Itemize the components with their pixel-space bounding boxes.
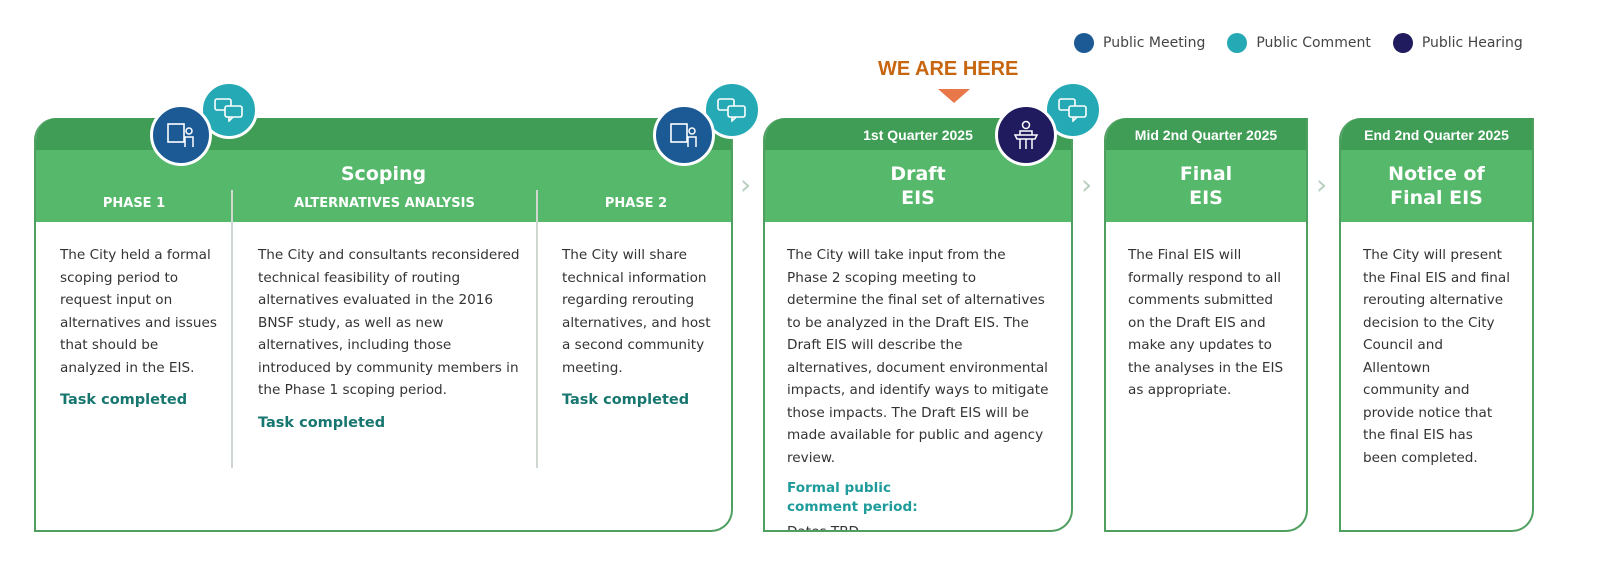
- comment-period-label: Formal public comment period:: [787, 479, 1049, 517]
- chevron-right-icon: ›: [1316, 168, 1328, 201]
- public-hearing-dot-icon: [1392, 33, 1413, 53]
- draft-eis-card: 1st Quarter 2025 Draft EIS The City will …: [763, 118, 1073, 532]
- notice-text: The City will present the Final EIS and …: [1363, 247, 1511, 466]
- public-hearing-icon: [995, 104, 1057, 166]
- public-meeting-icon: [653, 104, 715, 166]
- legend-public-comment: Public Comment: [1227, 33, 1371, 53]
- phase1-heading: PHASE 1: [102, 196, 166, 211]
- chevron-right-icon: ›: [740, 168, 752, 201]
- notice-date: End 2nd Quarter 2025: [1341, 118, 1532, 150]
- final-date: Mid 2nd Quarter 2025: [1106, 118, 1306, 150]
- task-completed-status: Task completed: [562, 392, 690, 408]
- title-line: Final: [1179, 163, 1233, 185]
- chevron-right-icon: ›: [1081, 168, 1093, 201]
- title-line: EIS: [1189, 187, 1223, 209]
- phase1-column: The City held a formal scoping period to…: [60, 244, 220, 412]
- legend: Public Meeting Public Comment Public Hea…: [1074, 33, 1523, 53]
- legend-label: Public Comment: [1256, 35, 1371, 51]
- phase2-column: The City will share technical informatio…: [562, 244, 722, 412]
- task-completed-status: Task completed: [60, 392, 188, 408]
- pointer-arrow-icon: [938, 89, 970, 103]
- final-text: The Final EIS will formally respond to a…: [1128, 247, 1284, 398]
- scoping-header-band: [36, 118, 731, 150]
- phase2-text: The City will share technical informatio…: [562, 247, 711, 376]
- scoping-title: Scoping: [36, 150, 731, 222]
- alternatives-text: The City and consultants reconsidered te…: [258, 247, 520, 398]
- alternatives-column: The City and consultants reconsidered te…: [258, 244, 528, 434]
- final-title: Final EIS: [1106, 150, 1306, 222]
- label-line: comment period:: [787, 499, 918, 515]
- task-completed-status: Task completed: [258, 414, 386, 431]
- divider: [231, 190, 233, 468]
- title-line: Draft: [890, 163, 946, 185]
- legend-public-hearing: Public Hearing: [1392, 33, 1523, 53]
- public-meeting-dot-icon: [1074, 33, 1094, 53]
- public-comment-icon: [1044, 81, 1102, 139]
- title-line: EIS: [901, 187, 935, 209]
- title-line: Notice of: [1388, 163, 1485, 185]
- we-are-here-label: WE ARE HERE: [878, 58, 1019, 80]
- phase1-text: The City held a formal scoping period to…: [60, 247, 217, 376]
- legend-label: Public Hearing: [1421, 35, 1523, 51]
- public-meeting-icon: [150, 104, 212, 166]
- notice-card: End 2nd Quarter 2025 Notice of Final EIS …: [1339, 118, 1534, 532]
- title-line: Final EIS: [1390, 187, 1483, 209]
- public-comment-dot-icon: [1227, 33, 1248, 53]
- draft-text: The City will take input from the Phase …: [787, 247, 1049, 466]
- legend-label: Public Meeting: [1103, 35, 1206, 51]
- notice-title: Notice of Final EIS: [1341, 150, 1532, 222]
- phase2-heading: PHASE 2: [604, 196, 668, 211]
- scoping-card: Scoping PHASE 1 ALTERNATIVES ANALYSIS PH…: [34, 118, 733, 532]
- scoping-title-text: Scoping: [340, 163, 427, 185]
- draft-body: The City will take input from the Phase …: [765, 222, 1071, 532]
- divider: [536, 190, 538, 468]
- label-line: Formal public: [787, 480, 892, 496]
- final-eis-card: Mid 2nd Quarter 2025 Final EIS The Final …: [1104, 118, 1308, 532]
- legend-public-meeting: Public Meeting: [1074, 33, 1205, 53]
- comment-dates: Dates TBD: [787, 524, 859, 532]
- alternatives-heading: ALTERNATIVES ANALYSIS: [294, 196, 475, 211]
